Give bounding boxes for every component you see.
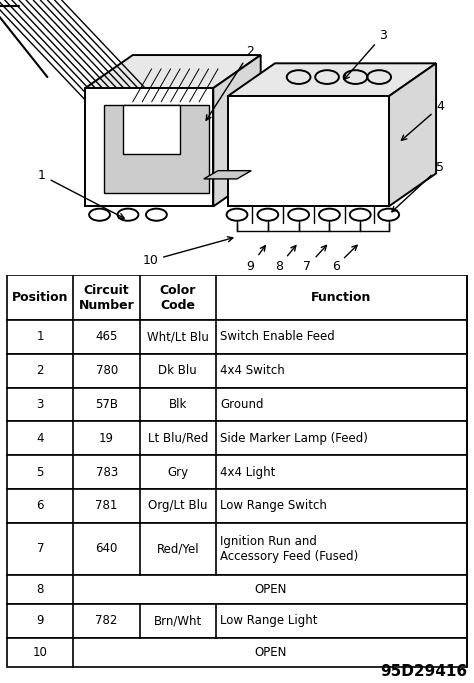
Text: OPEN: OPEN: [254, 583, 286, 596]
Text: Ground: Ground: [220, 398, 264, 411]
Text: 4: 4: [36, 432, 44, 445]
Text: Circuit
Number: Circuit Number: [79, 283, 135, 311]
Text: 3: 3: [344, 29, 387, 79]
Text: OPEN: OPEN: [254, 645, 286, 658]
Text: Lt Blu/Red: Lt Blu/Red: [147, 432, 208, 445]
Bar: [7, 421, 467, 456]
Text: Brn/Wht: Brn/Wht: [154, 614, 202, 627]
Bar: [7, 574, 467, 604]
Bar: [7, 320, 467, 354]
Text: Blk: Blk: [169, 398, 187, 411]
Text: 640: 640: [95, 542, 118, 555]
Bar: [7, 456, 467, 489]
Text: 2: 2: [206, 45, 255, 120]
Text: 7: 7: [303, 245, 327, 273]
Text: 10: 10: [33, 645, 48, 658]
Text: Ignition Run and
Accessory Feed (Fused): Ignition Run and Accessory Feed (Fused): [220, 535, 359, 563]
Text: Position: Position: [12, 291, 69, 304]
Text: 19: 19: [99, 432, 114, 445]
Text: 3: 3: [36, 398, 44, 411]
Bar: [7, 604, 467, 637]
Bar: [7, 523, 467, 574]
Text: 10: 10: [142, 237, 233, 267]
Text: Switch Enable Feed: Switch Enable Feed: [220, 331, 335, 344]
Bar: [7, 489, 467, 523]
Polygon shape: [389, 64, 436, 206]
Polygon shape: [213, 55, 261, 206]
Text: 782: 782: [95, 614, 118, 627]
Text: Wht/Lt Blu: Wht/Lt Blu: [147, 331, 209, 344]
Text: 9: 9: [36, 614, 44, 627]
Text: Red/Yel: Red/Yel: [156, 542, 199, 555]
Text: 4: 4: [401, 100, 444, 140]
Polygon shape: [104, 104, 209, 193]
Text: Gry: Gry: [167, 466, 188, 479]
Text: 9: 9: [246, 246, 265, 273]
Text: 780: 780: [96, 364, 118, 377]
Text: 1: 1: [38, 169, 124, 218]
Text: 5: 5: [36, 466, 44, 479]
Text: Side Marker Lamp (Feed): Side Marker Lamp (Feed): [220, 432, 368, 445]
Text: 781: 781: [95, 499, 118, 512]
Bar: [7, 637, 467, 667]
Text: 4x4 Light: 4x4 Light: [220, 466, 276, 479]
Bar: [7, 275, 467, 320]
Text: 7: 7: [36, 542, 44, 555]
Text: 2: 2: [36, 364, 44, 377]
Bar: [7, 387, 467, 421]
Text: Dk Blu: Dk Blu: [158, 364, 197, 377]
Polygon shape: [228, 64, 436, 96]
Text: 6: 6: [36, 499, 44, 512]
Polygon shape: [204, 171, 251, 179]
Text: 4x4 Switch: 4x4 Switch: [220, 364, 285, 377]
Text: 465: 465: [95, 331, 118, 344]
Text: 57B: 57B: [95, 398, 118, 411]
Text: 783: 783: [96, 466, 118, 479]
Text: Low Range Switch: Low Range Switch: [220, 499, 327, 512]
Polygon shape: [123, 104, 180, 154]
Text: Low Range Light: Low Range Light: [220, 614, 318, 627]
Polygon shape: [85, 55, 261, 88]
Text: 1: 1: [36, 331, 44, 344]
Text: 8: 8: [275, 246, 296, 273]
Text: 6: 6: [332, 245, 357, 273]
Polygon shape: [228, 96, 389, 206]
Text: Function: Function: [311, 291, 372, 304]
Text: 95D29416: 95D29416: [380, 664, 467, 679]
Text: 8: 8: [36, 583, 44, 596]
Text: Org/Lt Blu: Org/Lt Blu: [148, 499, 208, 512]
Polygon shape: [85, 88, 213, 206]
Text: Color
Code: Color Code: [160, 283, 196, 311]
Text: 5: 5: [392, 161, 444, 212]
Bar: [7, 354, 467, 387]
